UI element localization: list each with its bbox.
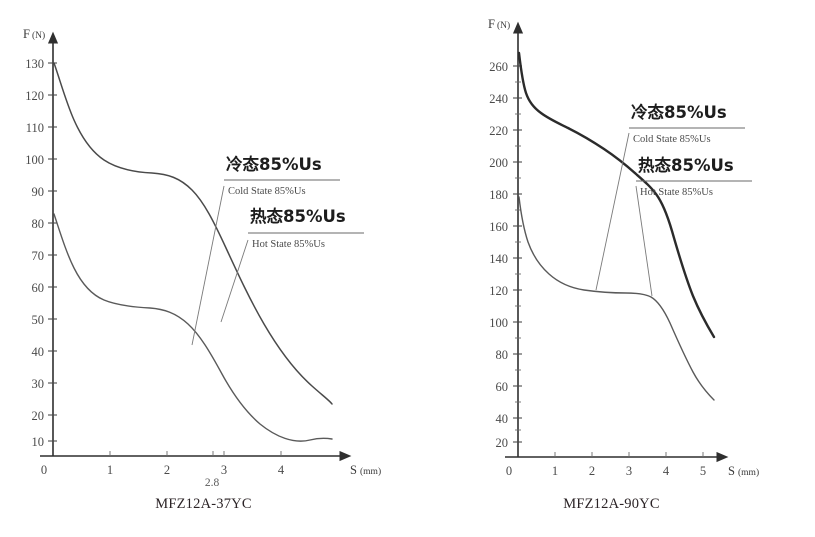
y-tick-label: 10 [32, 435, 45, 449]
y-tick-label: 120 [25, 89, 44, 103]
y-tick-label: 220 [489, 124, 508, 138]
origin-label: 0 [506, 464, 512, 478]
y-axis-unit: (N) [32, 30, 45, 41]
legend-cold-cn-left: 冷态85%Us [226, 154, 322, 174]
x-tick-label: 4 [663, 464, 670, 478]
y-tick-label: 110 [26, 121, 44, 135]
y-tick-label: 100 [489, 316, 508, 330]
caption-right: MFZ12A-90YC [563, 496, 660, 512]
x-tick-label: 1 [107, 463, 113, 477]
y-tick-label: 240 [489, 92, 508, 106]
legend-hot-en-left: Hot State 85%Us [252, 239, 325, 250]
origin-label: 0 [41, 463, 47, 477]
y-tick-label: 70 [32, 249, 45, 263]
y-tick-label: 160 [489, 220, 508, 234]
x-axis-unit: (mm) [738, 467, 759, 478]
y-tick-label: 100 [25, 153, 44, 167]
y-tick-label: 80 [496, 348, 509, 362]
y-tick-label: 180 [489, 188, 508, 202]
caption-left: MFZ12A-37YC [155, 496, 252, 512]
y-tick-label: 20 [496, 436, 509, 450]
y-tick-label: 20 [32, 409, 45, 423]
x-tick-label: 4 [278, 463, 285, 477]
chart-right-svg: 260 240 220 200 180 160 140 120 100 80 6… [488, 17, 759, 478]
x-tick-label: 2 [164, 463, 170, 477]
x-axis-unit: (mm) [360, 466, 381, 477]
y-axis-title: F [23, 27, 30, 41]
y-tick-label: 140 [489, 252, 508, 266]
leader-line-cold-left [191, 185, 225, 346]
y-tick-label: 260 [489, 60, 508, 74]
y-ticks-group [513, 65, 522, 443]
x-tick-label: 3 [221, 463, 227, 477]
x-axis-title: S [728, 464, 735, 478]
x-ticks-group [109, 451, 282, 456]
chart-panel-left: 130 120 110 100 90 80 70 60 50 40 30 20 … [0, 0, 407, 537]
legend-cold-en-right: Cold State 85%Us [633, 134, 711, 145]
y-tick-label: 40 [32, 345, 45, 359]
leader-line-hot-left [220, 239, 249, 323]
curve-hot-left [53, 213, 333, 442]
y-tick-label: 120 [489, 284, 508, 298]
legend-hot-cn-right: 热态85%Us [638, 155, 734, 175]
legend-hot-en-right: Hot State 85%Us [640, 187, 713, 198]
y-tick-label: 30 [32, 377, 45, 391]
y-axis-unit: (N) [497, 20, 510, 31]
legend-cold-en-left: Cold State 85%Us [228, 186, 306, 197]
leader-line-cold-right [595, 132, 630, 291]
legend-hot-left: 热态85%Us Hot State 85%Us [248, 206, 364, 250]
y-ticks-group [48, 62, 57, 442]
x-tick-label: 3 [626, 464, 632, 478]
x-tick-labels: 1 2 3 4 5 [552, 464, 706, 478]
y-axis-title: F [488, 17, 495, 31]
legend-cold-right: 冷态85%Us Cold State 85%Us [629, 102, 745, 145]
x-tick-labels: 1 2 3 4 [107, 463, 285, 477]
x-annotation-2point8: 2.8 [205, 477, 220, 489]
y-tick-label: 60 [32, 281, 45, 295]
curve-hot-right [518, 196, 715, 401]
x-axis-title: S [350, 463, 357, 477]
y-tick-label: 200 [489, 156, 508, 170]
legend-hot-right: 热态85%Us Hot State 85%Us [636, 155, 752, 198]
x-ticks-group [554, 452, 704, 457]
curve-cold-left [53, 62, 333, 405]
y-tick-label: 50 [32, 313, 45, 327]
y-tick-label: 80 [32, 217, 45, 231]
y-tick-label: 40 [496, 412, 509, 426]
x-tick-label: 2 [589, 464, 595, 478]
chart-panel-right: 260 240 220 200 180 160 140 120 100 80 6… [408, 0, 815, 537]
y-tick-labels: 260 240 220 200 180 160 140 120 100 80 6… [489, 60, 508, 450]
legend-cold-cn-right: 冷态85%Us [631, 102, 727, 122]
y-tick-label: 60 [496, 380, 509, 394]
leader-line-hot-right [635, 185, 653, 297]
x-tick-label: 5 [700, 464, 706, 478]
y-tick-label: 130 [25, 57, 44, 71]
x-tick-label: 1 [552, 464, 558, 478]
legend-hot-cn-left: 热态85%Us [250, 206, 346, 226]
y-tick-labels: 130 120 110 100 90 80 70 60 50 40 30 20 … [25, 57, 44, 449]
y-minor-ticks-group [515, 81, 521, 431]
chart-left-svg: 130 120 110 100 90 80 70 60 50 40 30 20 … [23, 27, 381, 489]
y-tick-label: 90 [32, 185, 45, 199]
legend-cold-left: 冷态85%Us Cold State 85%Us [224, 154, 340, 197]
